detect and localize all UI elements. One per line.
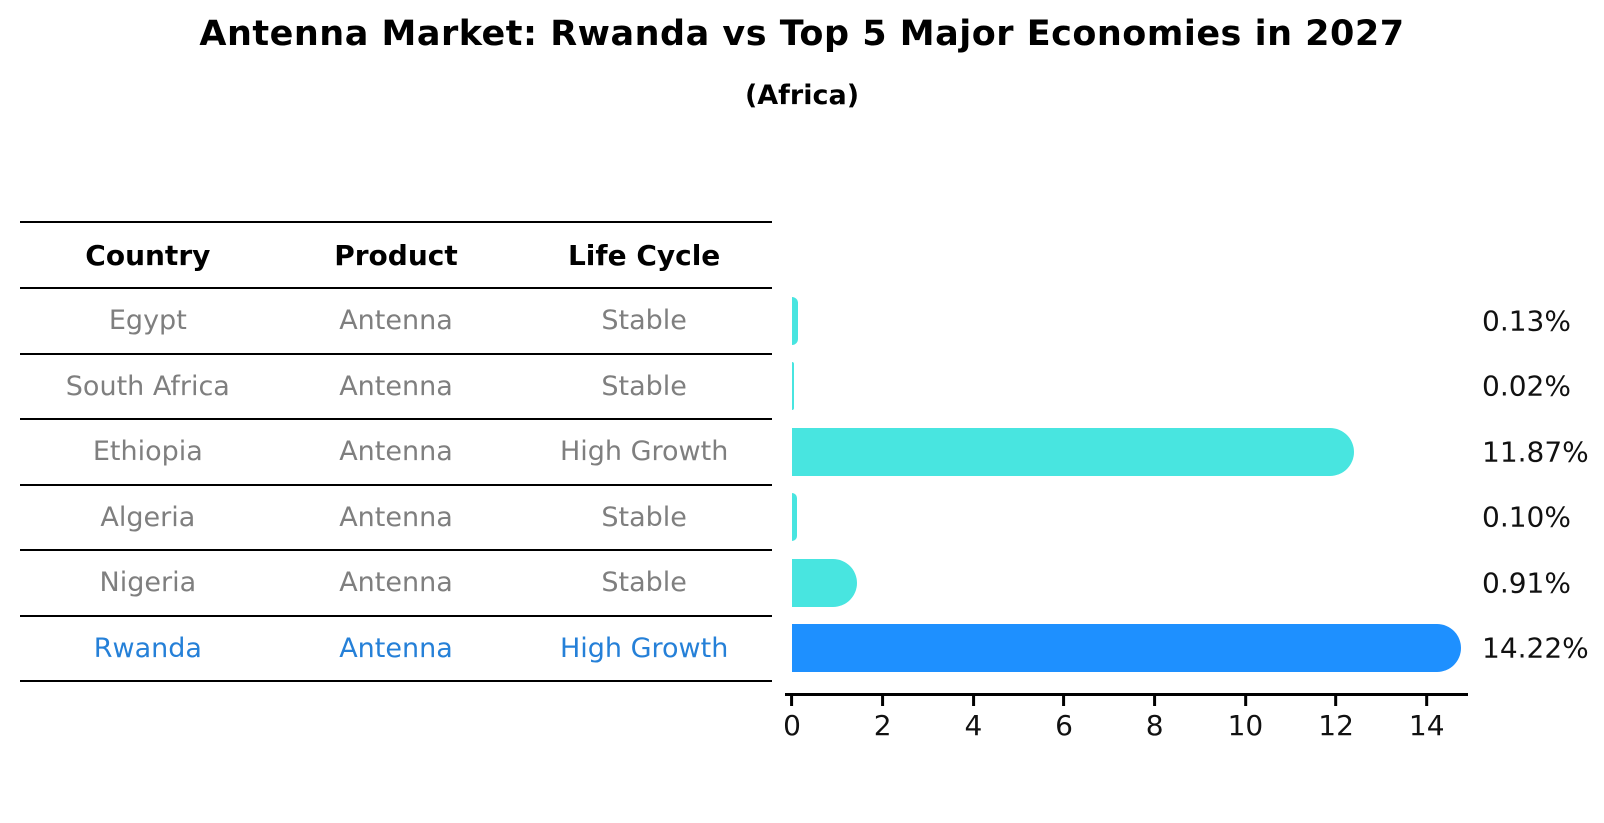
x-tick: 2 — [874, 696, 892, 742]
bar-value-label: 0.91% — [1482, 566, 1571, 600]
x-tick-mark — [971, 696, 975, 706]
country-table: Country Product Life Cycle Egypt Antenna… — [20, 221, 772, 682]
x-tick: 10 — [1227, 696, 1264, 742]
x-tick-mark — [1062, 696, 1066, 706]
cell-life-cycle: High Growth — [559, 632, 729, 664]
cell-country: Nigeria — [99, 567, 197, 599]
x-tick-label: 10 — [1227, 709, 1264, 742]
chart-subtitle: (Africa) — [744, 80, 860, 111]
cell-country: Ethiopia — [92, 436, 203, 468]
chart-title: Antenna Market: Rwanda vs Top 5 Major Ec… — [199, 14, 1405, 54]
x-tick-mark — [1153, 696, 1157, 706]
table-row: South Africa Antenna Stable — [20, 355, 772, 420]
bar — [792, 624, 1461, 673]
cell-country: Egypt — [108, 305, 187, 337]
column-header-product: Product — [334, 238, 458, 272]
cell-country: Rwanda — [93, 632, 202, 664]
bar-value-label: 0.02% — [1482, 369, 1571, 403]
table-row: Egypt Antenna Stable — [20, 289, 772, 355]
table-row: Nigeria Antenna Stable — [20, 551, 772, 617]
x-tick-label: 0 — [783, 709, 801, 742]
x-tick-label: 14 — [1408, 709, 1445, 742]
cell-country: Algeria — [100, 501, 196, 533]
x-tick-mark — [1425, 696, 1429, 706]
cell-product: Antenna — [339, 305, 453, 337]
cell-product: Antenna — [339, 370, 453, 402]
table-row: Ethiopia Antenna High Growth — [20, 420, 772, 486]
cell-product: Antenna — [339, 567, 453, 599]
x-tick: 4 — [964, 696, 982, 742]
x-tick: 14 — [1409, 696, 1445, 742]
x-tick: 0 — [783, 696, 801, 742]
cell-product: Antenna — [339, 436, 453, 468]
x-tick: 8 — [1146, 696, 1164, 742]
x-tick-label: 6 — [1055, 709, 1073, 742]
cell-product: Antenna — [339, 632, 453, 664]
table-header-row: Country Product Life Cycle — [20, 223, 772, 289]
cell-life-cycle: Stable — [601, 501, 687, 533]
cell-life-cycle: Stable — [601, 370, 687, 402]
bar — [792, 296, 798, 345]
x-tick-label: 12 — [1318, 709, 1354, 742]
bar — [792, 558, 858, 607]
table-row: Algeria Antenna Stable — [20, 486, 772, 551]
bar — [792, 427, 1355, 476]
x-tick-label: 2 — [873, 709, 892, 742]
x-tick-mark — [790, 696, 794, 706]
bar-value-label: 0.13% — [1482, 304, 1571, 337]
bar — [792, 362, 794, 411]
bar — [792, 493, 797, 542]
bar-value-label: 14.22% — [1482, 631, 1589, 665]
column-header-country: Country — [85, 238, 211, 272]
x-tick-label: 4 — [964, 709, 983, 742]
table-row-highlighted: Rwanda Antenna High Growth — [20, 617, 772, 682]
bar-value-label: 11.87% — [1482, 435, 1589, 469]
x-tick-mark — [1334, 696, 1338, 706]
cell-life-cycle: Stable — [601, 567, 687, 599]
column-header-lifecycle: Life Cycle — [567, 238, 721, 272]
x-axis-line — [785, 693, 1468, 696]
x-tick-label: 8 — [1145, 709, 1164, 742]
cell-life-cycle: High Growth — [559, 436, 729, 468]
cell-life-cycle: Stable — [601, 305, 687, 337]
x-tick: 12 — [1318, 696, 1354, 742]
bar-value-label: 0.10% — [1482, 500, 1571, 534]
x-tick: 6 — [1055, 696, 1073, 742]
x-tick-mark — [881, 696, 885, 706]
cell-country: South Africa — [65, 370, 230, 402]
x-tick-mark — [1243, 696, 1247, 706]
cell-product: Antenna — [339, 501, 453, 533]
